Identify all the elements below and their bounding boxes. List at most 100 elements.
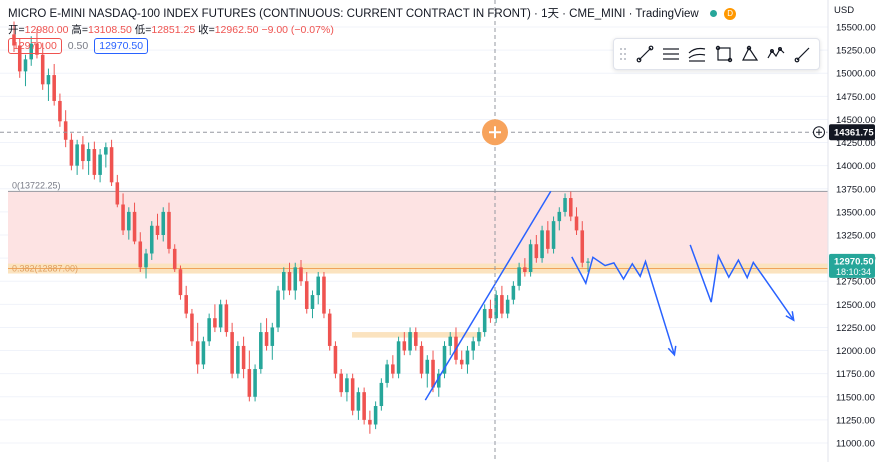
crosshair xyxy=(0,0,828,462)
candle-body xyxy=(218,304,223,328)
candle xyxy=(425,355,430,388)
candle xyxy=(167,202,171,254)
candle-body xyxy=(161,211,166,235)
candle xyxy=(465,345,470,374)
candle xyxy=(523,258,527,277)
candle-body xyxy=(63,121,68,140)
candle xyxy=(172,244,177,272)
candle-body xyxy=(109,147,114,183)
candle xyxy=(540,225,544,263)
ray-icon[interactable] xyxy=(794,45,812,63)
candle-body xyxy=(52,75,56,101)
countdown-label: 18:10:34 xyxy=(836,267,871,277)
candle xyxy=(259,322,263,374)
price-tick-label: 13750.00 xyxy=(836,184,876,195)
trend-line xyxy=(424,190,552,401)
candle xyxy=(546,221,550,254)
candle-body xyxy=(356,392,361,411)
candle-body xyxy=(448,336,453,346)
candle-body xyxy=(459,359,464,365)
candle xyxy=(385,359,389,388)
candle xyxy=(149,221,154,260)
elliott-wave-icon[interactable] xyxy=(767,45,785,63)
candle xyxy=(207,313,211,346)
candle-body xyxy=(121,204,125,231)
user-drawings[interactable] xyxy=(424,190,795,401)
triangle-pattern-icon[interactable] xyxy=(741,45,759,63)
candle-body xyxy=(362,392,366,420)
candle-body xyxy=(540,230,544,259)
delayed-badge: D xyxy=(724,7,737,20)
close-label: 收= xyxy=(198,24,215,36)
channel-icon[interactable] xyxy=(688,45,706,63)
candle xyxy=(442,341,447,379)
price-tick-label: 11250.00 xyxy=(836,415,875,426)
candle xyxy=(155,213,160,240)
candle xyxy=(109,139,114,187)
candle-body xyxy=(368,419,372,425)
grip-icon[interactable] xyxy=(619,45,627,63)
candle xyxy=(104,142,108,168)
crosshair-price-tag xyxy=(829,124,875,141)
candle xyxy=(580,221,585,268)
sell-button[interactable]: 12970.00 xyxy=(8,38,62,54)
candle xyxy=(477,327,481,346)
candle-body xyxy=(563,198,567,212)
candle-body xyxy=(350,378,355,411)
candle-body xyxy=(138,241,143,268)
candle-body xyxy=(511,285,516,300)
candle xyxy=(276,285,280,333)
candle xyxy=(436,369,441,397)
price-tick-label: 14500.00 xyxy=(836,115,876,126)
candle xyxy=(356,387,361,420)
candle xyxy=(373,401,378,430)
fib-retracement[interactable]: 0(13722.25) 0.382(12887.00) xyxy=(8,180,828,338)
price-tick-label: 11750.00 xyxy=(836,369,875,380)
candle xyxy=(345,373,349,402)
candle xyxy=(586,258,590,272)
currency-label[interactable]: USD xyxy=(834,5,855,16)
price-axis[interactable]: 11000.00 11250.00 11500.00 11750.00 12000.00… xyxy=(813,0,876,462)
candle-body xyxy=(505,299,510,314)
candle-body xyxy=(253,369,257,397)
candle xyxy=(184,285,188,319)
candle-body xyxy=(12,34,16,46)
candle-body xyxy=(322,276,326,314)
candle-body xyxy=(23,59,28,72)
candle xyxy=(224,299,229,337)
candle xyxy=(448,332,453,356)
candle-body xyxy=(471,341,475,351)
candle xyxy=(81,136,85,170)
symbol-title[interactable]: MICRO E-MINI NASDAQ-100 INDEX FUTURES (C… xyxy=(8,8,699,20)
fib-retracement-icon[interactable] xyxy=(662,45,680,63)
buy-button[interactable]: 12970.50 xyxy=(94,38,149,54)
candle xyxy=(339,369,343,397)
candle-body xyxy=(310,295,315,309)
candle-body xyxy=(190,313,194,342)
candle-body xyxy=(270,327,275,346)
candle-body xyxy=(224,304,229,333)
candle-body xyxy=(327,313,332,346)
candle xyxy=(138,232,143,272)
price-tick-label: 15250.00 xyxy=(836,46,876,57)
candle xyxy=(29,36,33,66)
candle-body xyxy=(236,345,240,374)
spread-value: 0.50 xyxy=(67,40,89,52)
candle-body xyxy=(425,359,430,374)
candle-body xyxy=(132,211,137,242)
candle xyxy=(69,133,74,171)
candle-body xyxy=(104,147,108,155)
candle-body xyxy=(46,75,51,85)
candle-body xyxy=(144,253,148,268)
candle xyxy=(362,387,366,425)
candle-body xyxy=(207,318,211,342)
candle xyxy=(333,341,338,379)
candle xyxy=(408,327,412,356)
trend-line-icon[interactable] xyxy=(636,45,654,63)
candle-body xyxy=(247,369,252,397)
high-value: 13108.50 xyxy=(88,24,132,36)
candle-body xyxy=(195,341,200,365)
candle xyxy=(396,336,401,379)
rectangle-icon[interactable] xyxy=(715,45,733,63)
